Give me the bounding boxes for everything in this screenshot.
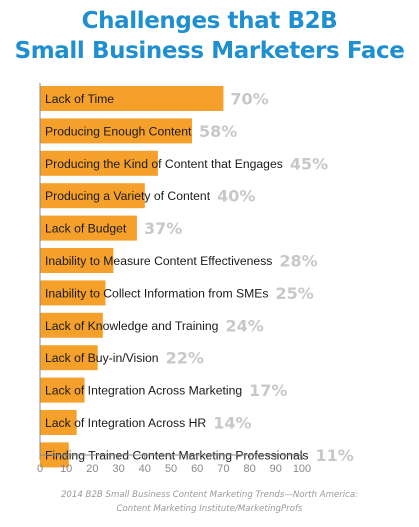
x-tick-label: 60 <box>191 463 203 475</box>
category-label: Inability to Collect Information from SM… <box>45 286 269 300</box>
x-tick-label: 90 <box>270 463 282 475</box>
bar <box>40 312 103 338</box>
value-label: 40% <box>217 187 255 206</box>
chart-title: Challenges that B2B Small Business Marke… <box>0 6 419 66</box>
bar <box>40 377 85 403</box>
value-label: 11% <box>316 446 354 465</box>
chart-source-line-1: 2014 B2B Small Business Content Marketin… <box>60 490 359 500</box>
category-label: Producing the Kind of Content that Engag… <box>45 157 283 171</box>
bar <box>40 118 192 144</box>
x-tick-label: 40 <box>139 463 151 475</box>
x-tick-label: 70 <box>217 463 229 475</box>
bar <box>40 280 106 306</box>
value-label: 45% <box>290 154 328 173</box>
category-label: Inability to Measure Content Effectivene… <box>45 254 272 268</box>
value-label: 37% <box>144 219 182 238</box>
category-label: Lack of Integration Across Marketing <box>45 384 242 398</box>
value-label: 17% <box>249 381 287 400</box>
category-label: Lack of Time <box>45 92 114 106</box>
x-tick-label: 50 <box>165 463 177 475</box>
value-label: 58% <box>199 122 237 141</box>
category-label: Producing a Variety of Content <box>45 189 211 203</box>
chart-source: 2014 B2B Small Business Content Marketin… <box>0 488 419 516</box>
category-label: Lack of Budget <box>45 222 127 236</box>
bar <box>40 248 114 273</box>
value-label: 25% <box>276 284 314 303</box>
x-tick-label: 80 <box>243 463 255 475</box>
value-label: 22% <box>166 349 204 368</box>
x-tick-label: 30 <box>112 463 124 475</box>
bar <box>40 410 77 435</box>
category-label: Lack of Buy-in/Vision <box>45 351 159 365</box>
value-label: 14% <box>213 414 251 433</box>
value-label: 70% <box>230 90 268 109</box>
chart-title-line-1: Challenges that B2B <box>81 8 338 34</box>
x-tick-label: 0 <box>37 463 43 475</box>
bar <box>40 150 158 176</box>
bar <box>40 86 224 111</box>
chart-source-line-2: Content Marketing Institute/MarketingPro… <box>116 504 303 514</box>
bar <box>40 183 145 209</box>
value-label: 28% <box>279 252 317 271</box>
x-tick-label: 100 <box>293 463 311 475</box>
category-label: Lack of Knowledge and Training <box>45 319 218 333</box>
x-tick-label: 20 <box>86 463 98 475</box>
chart-title-line-2: Small Business Marketers Face <box>14 38 405 64</box>
category-label: Lack of Integration Across HR <box>45 416 206 430</box>
value-label: 24% <box>225 316 263 335</box>
category-label: Producing Enough Content <box>45 124 192 138</box>
bar <box>40 215 137 241</box>
bar <box>40 345 98 371</box>
x-tick-label: 10 <box>60 463 72 475</box>
